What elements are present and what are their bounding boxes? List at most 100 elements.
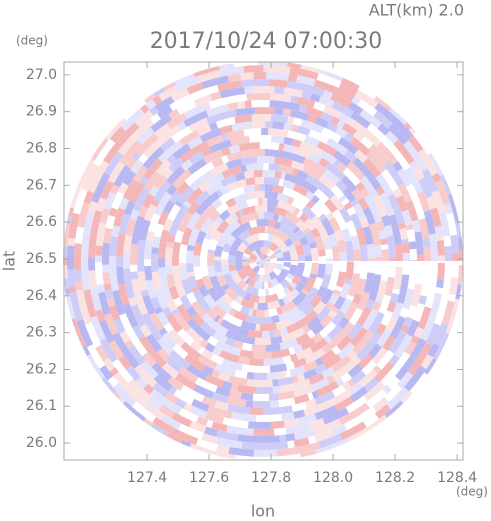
radar-cell [214,363,237,377]
radar-cell [284,210,301,225]
radar-cell [408,127,416,135]
radar-cell [249,212,260,221]
radar-cell [362,226,374,245]
radar-cell [130,159,144,174]
radar-cell [374,102,395,121]
radar-cell [310,85,325,97]
radar-cell [243,65,264,73]
radar-cell [359,187,371,199]
radar-cell [385,276,395,291]
radar-cell [263,261,270,266]
radar-cell [246,198,259,207]
radar-cell [80,163,100,191]
radar-cell [308,241,318,249]
radar-cell [263,247,269,255]
radar-cell [87,258,96,271]
radar-cell [281,246,289,254]
radar-cell [271,244,279,252]
radar-cell [219,124,234,135]
radar-cell [186,263,194,273]
radar-cell [255,295,260,303]
radar-cell [233,61,259,68]
radar-cell [170,88,190,103]
radar-cell [280,384,292,393]
radar-cell [366,151,387,174]
radar-cell [206,335,219,347]
radar-cell [337,112,351,124]
radar-cell [254,205,268,213]
radar-cell [90,315,106,341]
radar-cell [217,80,243,92]
radar-cell [76,289,85,298]
radar-cell [165,247,173,265]
radar-cell [88,248,96,259]
radar-cell [131,118,155,141]
radar-cell [112,331,126,349]
radar-cell [122,169,136,186]
radar-cell [254,337,272,345]
radar-cell [393,139,415,165]
radar-cell [301,288,310,296]
radar-cell [418,295,428,305]
radar-cell [277,274,284,282]
radar-cell [116,266,125,285]
radar-cell [107,160,126,184]
radar-cell [152,382,170,398]
radar-cell [214,245,224,257]
radar-cell [345,220,358,237]
radar-cell [343,132,355,143]
radar-cell [168,108,181,120]
radar-cell [223,272,236,287]
radar-cell [103,141,123,164]
radar-cell [106,297,116,307]
radar-cell [373,110,393,129]
radar-cell [424,293,435,309]
radar-cell [246,93,271,101]
radar-cell [67,269,76,288]
radar-cell [373,244,382,258]
radar-cell [151,271,160,279]
radar-cell [300,179,318,195]
radar-cell [227,182,235,192]
radar-cell [437,296,449,317]
radar-cell [63,277,69,290]
radar-cell [326,375,336,385]
radar-cell [307,435,317,445]
radar-cell [423,246,431,261]
radar-cell [184,173,198,187]
radar-cell [259,261,265,268]
radar-cell [201,395,217,408]
radar-cell [131,278,140,286]
radar-cell [393,266,403,291]
radar-cell [299,236,309,246]
radar-cell [168,385,178,395]
radar-cell [338,410,358,426]
radar-cell [193,255,201,267]
radar-cell [199,300,212,313]
radar-cell [418,177,433,199]
radar-cell [189,177,204,191]
radar-cell [242,259,250,262]
radar-cell [273,247,280,253]
radar-cell [193,70,204,78]
radar-cell [304,142,323,157]
radar-cell [334,285,343,292]
radar-cell [248,219,258,229]
radar-cell [352,292,363,305]
radar-cell [380,365,400,387]
radar-cell [239,213,252,224]
radar-cell [264,281,269,289]
radar-cell [111,191,125,210]
radar-cell [332,209,343,221]
radar-cell [169,93,196,111]
radar-cell [166,140,184,156]
radar-cell [270,335,283,345]
radar-cell [263,256,270,261]
radar-cell [224,286,239,301]
radar-cell [168,157,184,173]
radar-cell [285,219,298,232]
radar-cell [215,437,229,447]
radar-cell [339,421,367,441]
radar-cell [405,200,419,222]
radar-cell [365,299,375,310]
